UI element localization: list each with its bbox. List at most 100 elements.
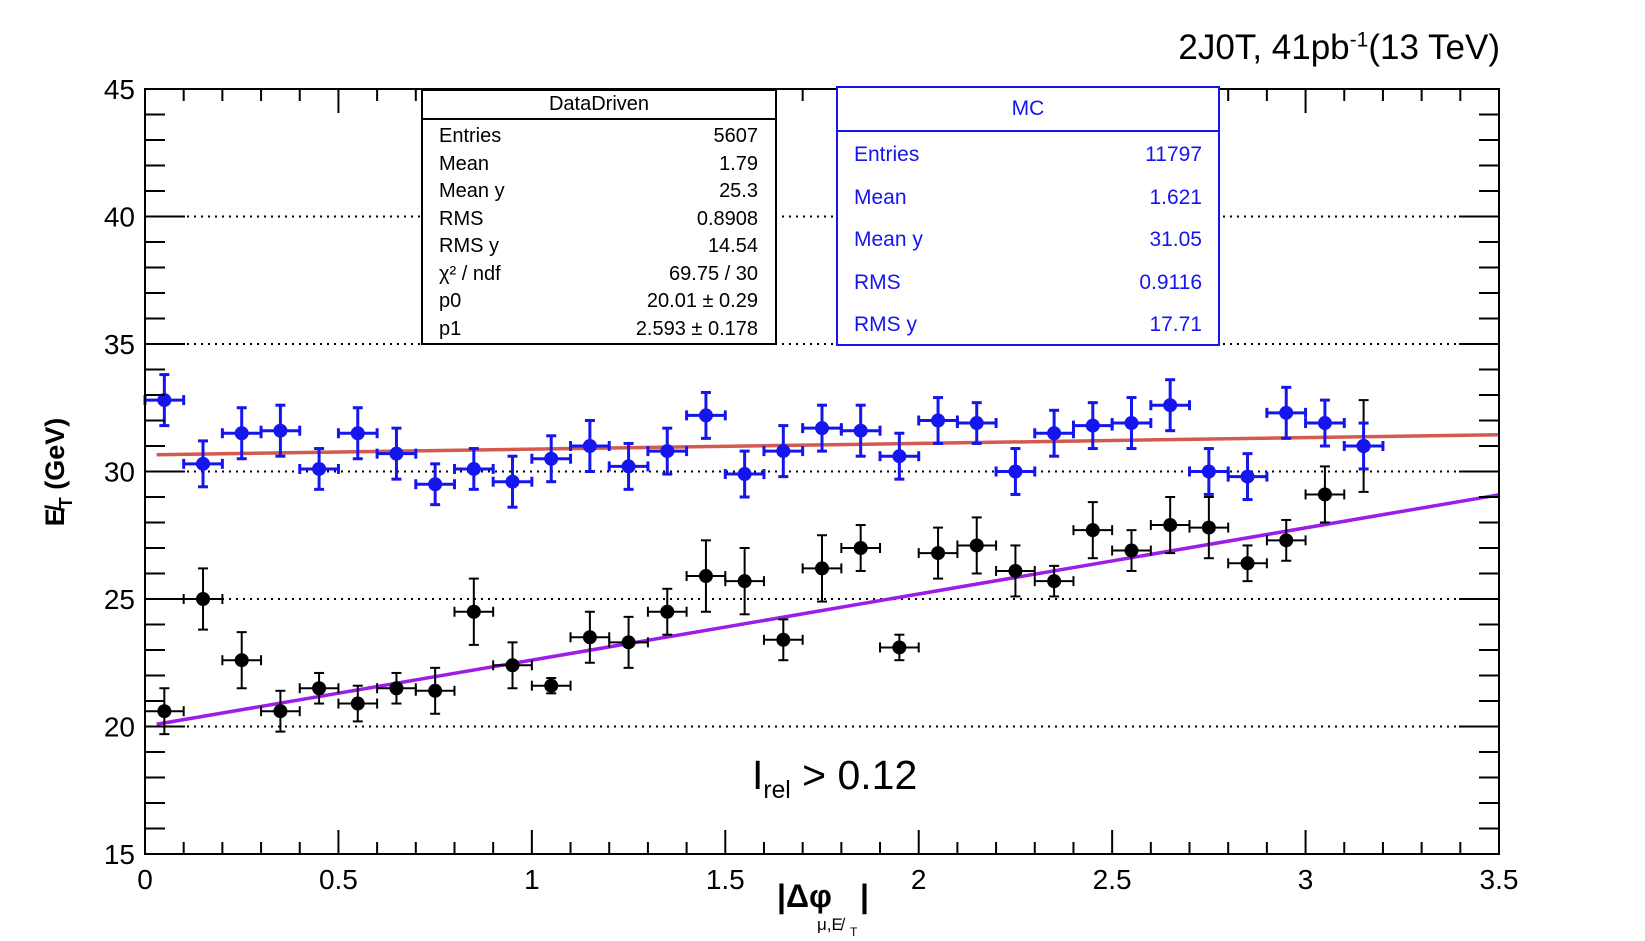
datadriven-point — [544, 678, 559, 693]
datadriven-stat-value: 0.8908 — [696, 207, 758, 230]
datadriven-stat-row: χ² / ndf 69.75 / 30 — [439, 261, 758, 289]
mc-point — [892, 449, 907, 464]
mc-point — [157, 393, 172, 408]
y-tick-label: 30 — [104, 457, 135, 488]
x-tick-label: 0 — [137, 864, 153, 895]
datadriven-point — [737, 574, 752, 589]
x-tick-label: 1.5 — [706, 864, 745, 895]
mc-stat-row: Mean 1.621 — [854, 177, 1202, 220]
datadriven-stat-label: RMS — [439, 207, 484, 230]
datadriven-point — [505, 658, 520, 673]
mc-point — [1317, 416, 1332, 431]
mc-point — [660, 444, 675, 459]
datadriven-point — [466, 604, 481, 619]
datadriven-stat-label: χ² / ndf — [439, 262, 501, 285]
selection-cut-label: Irel > 0.12 — [752, 752, 918, 805]
axes: 15 20 25 30 35 40 45 0 0.5 1 1.5 2 2.5 3 3.5 — [104, 74, 1519, 895]
mc-stat-row: RMS y 17.71 — [854, 304, 1202, 347]
datadriven-point — [1201, 520, 1216, 535]
datadriven-point — [660, 604, 675, 619]
datadriven-stat-row: p1 2.593 ± 0.178 — [439, 316, 758, 344]
mc-point — [1279, 405, 1294, 420]
mc-stat-row: Mean y 31.05 — [854, 219, 1202, 262]
datadriven-point — [350, 696, 365, 711]
mc-point — [1356, 439, 1371, 453]
chart-title: 2J0T, 41pb-1(13 TeV) — [1178, 28, 1500, 67]
datadriven-stat-value: 2.593 ± 0.178 — [635, 317, 758, 340]
datadriven-point — [815, 561, 829, 576]
datadriven-point — [1047, 574, 1062, 589]
mc-stat-box: MC Entries 11797 Mean 1.621 Mean y 31.05 RMS 0.… — [836, 86, 1220, 346]
x-tick-label: 1 — [524, 864, 540, 895]
mc-point — [969, 416, 984, 431]
y-tick-label: 35 — [104, 329, 135, 360]
data-points — [143, 373, 1385, 736]
svg-text:|: | — [860, 878, 869, 914]
mc-point — [1163, 398, 1178, 413]
datadriven-stat-label: Mean y — [439, 180, 505, 202]
mc-point — [466, 461, 481, 476]
datadriven-point — [1163, 518, 1178, 533]
mc-point — [815, 421, 829, 436]
mc-stat-label: RMS y — [854, 313, 917, 336]
datadriven-point — [621, 635, 636, 650]
mc-point — [1008, 464, 1023, 479]
mc-stat-value: 17.71 — [1149, 313, 1202, 336]
datadriven-stat-value: 1.79 — [719, 152, 758, 175]
mc-point — [582, 439, 597, 453]
datadriven-point — [698, 569, 713, 584]
datadriven-stat-value: 5607 — [713, 125, 759, 147]
datadriven-point — [1124, 543, 1139, 558]
datadriven-stat-label: p1 — [439, 317, 462, 340]
mc-point — [698, 408, 713, 423]
datadriven-point — [389, 681, 404, 696]
y-axis-title: E̸T (GeV) — [40, 418, 76, 527]
datadriven-point — [892, 640, 907, 655]
y-tick-label: 20 — [104, 712, 135, 743]
datadriven-stat-rows: Entries 5607 Mean 1.79 Mean y 25.3 RMS 0.8908 RM… — [423, 120, 775, 343]
datadriven-stat-title: DataDriven — [423, 91, 775, 120]
datadriven-point — [1279, 533, 1294, 548]
datadriven-stat-label: Mean — [439, 152, 490, 175]
datadriven-point — [157, 704, 172, 719]
y-tick-label: 40 — [104, 202, 135, 233]
y-tick-label: 45 — [104, 74, 135, 105]
mc-point — [737, 467, 752, 482]
datadriven-stat-row: Mean y 25.3 — [439, 178, 758, 206]
svg-text:μ,E̸: μ,E̸ — [817, 915, 846, 934]
mc-stat-value: 1.621 — [1149, 185, 1202, 209]
mc-point — [621, 459, 636, 474]
datadriven-stat-row: Mean 1.79 — [439, 151, 758, 179]
mc-point — [389, 446, 404, 461]
y-tick-label: 25 — [104, 584, 135, 615]
x-tick-label: 0.5 — [319, 864, 358, 895]
datadriven-point — [1085, 523, 1100, 538]
svg-text:E̸T (GeV): E̸T (GeV) — [40, 418, 76, 527]
datadriven-stat-row: p0 20.01 ± 0.29 — [439, 288, 758, 316]
datadriven-stat-value: 69.75 / 30 — [669, 262, 758, 285]
datadriven-point — [196, 592, 211, 606]
datadriven-point — [312, 681, 327, 696]
mc-point — [1047, 426, 1062, 441]
datadriven-point — [853, 541, 868, 555]
x-axis-title: |Δφ μ,E̸ T | — [777, 878, 869, 939]
mc-point — [505, 474, 520, 489]
datadriven-stat-value: 25.3 — [719, 180, 758, 202]
datadriven-stat-row: RMS 0.8908 — [439, 206, 758, 234]
mc-stat-label: Mean — [854, 185, 907, 209]
datadriven-point — [273, 704, 288, 719]
svg-text:|Δφ: |Δφ — [777, 878, 832, 914]
datadriven-point — [234, 653, 249, 668]
svg-text:T: T — [850, 925, 858, 939]
x-tick-label: 2.5 — [1093, 864, 1132, 895]
mc-point — [931, 413, 946, 428]
datadriven-point — [428, 683, 443, 698]
mc-stat-label: Mean y — [854, 228, 923, 251]
datadriven-point — [969, 538, 984, 553]
datadriven-point — [1317, 487, 1332, 502]
datadriven-point — [776, 632, 791, 647]
mc-point — [1240, 469, 1255, 484]
mc-stat-value: 31.05 — [1149, 228, 1202, 251]
datadriven-stat-value: 20.01 ± 0.29 — [646, 290, 758, 312]
